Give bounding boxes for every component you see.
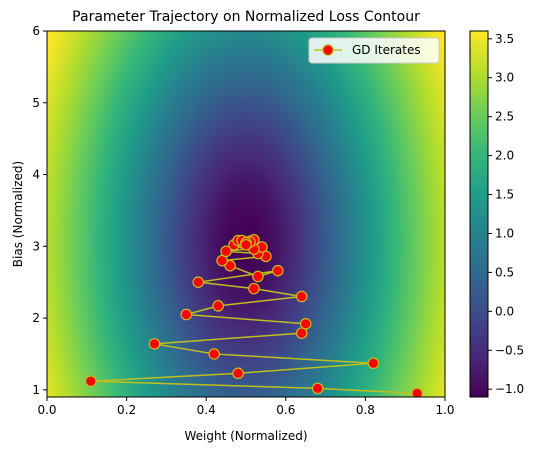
legend-box	[308, 37, 440, 64]
x-axis: 0.0 0.2 0.4 0.6 0.8 1.0	[37, 397, 455, 417]
y-tick-label: 2	[32, 311, 40, 325]
x-tick-label: 0.4	[197, 403, 216, 417]
colorbar-ticks: −1.0 −0.5 0.0 0.5 1.0 1.5 2.0 2.5 3.0 3.5	[488, 32, 524, 396]
x-tick-label: 0.2	[117, 403, 136, 417]
colorbar-tick-label: 0.5	[495, 265, 514, 279]
gd-iterate-point	[295, 290, 308, 303]
trajectory-layer	[84, 234, 423, 397]
x-tick-label: 1.0	[435, 403, 454, 417]
x-tick-label: 0.8	[356, 403, 375, 417]
x-tick-label: 0.6	[276, 403, 295, 417]
plot-area	[46, 30, 446, 398]
legend-marker-swatch	[322, 44, 334, 56]
colorbar: −1.0 −0.5 0.0 0.5 1.0 1.5 2.0 2.5 3.0 3.5	[469, 30, 524, 398]
gd-iterate-point	[212, 300, 224, 312]
loss-contour-heatmap	[47, 31, 445, 397]
colorbar-tick-label: 1.0	[495, 226, 514, 240]
gd-iterate-point	[148, 338, 161, 350]
colorbar-tick-label: −0.5	[495, 343, 524, 357]
legend: GD Iterates	[308, 37, 440, 64]
y-axis: 1 2 3 4 5 6	[32, 24, 47, 397]
gd-iterate-point	[208, 348, 220, 360]
y-tick-label: 6	[32, 24, 40, 38]
y-tick-label: 3	[32, 239, 40, 253]
colorbar-tick-label: 2.5	[495, 110, 514, 124]
colorbar-gradient	[469, 30, 489, 398]
colorbar-tick-label: −1.0	[495, 382, 524, 396]
gd-iterate-point	[299, 317, 312, 330]
gd-iterate-point	[84, 375, 97, 388]
legend-label: GD Iterates	[352, 43, 421, 57]
gd-iterate-point	[272, 264, 284, 277]
gd-iterate-point	[252, 270, 264, 283]
gd-iterate-point	[311, 382, 324, 395]
colorbar-tick-label: 3.5	[495, 32, 514, 46]
gd-iterate-point	[367, 357, 380, 370]
x-tick-label: 0.0	[37, 403, 56, 417]
gd-iterate-point	[248, 282, 260, 295]
x-axis-label: Weight (Normalized)	[184, 429, 307, 443]
y-tick-label: 4	[32, 168, 40, 182]
colorbar-tick-label: 3.0	[495, 71, 514, 85]
gd-iterate-point	[192, 276, 205, 288]
chart-title: Parameter Trajectory on Normalized Loss …	[72, 9, 420, 25]
y-tick-label: 1	[32, 383, 40, 397]
gd-iterate-point	[220, 245, 232, 258]
y-tick-label: 5	[32, 96, 40, 110]
gd-iterate-point	[180, 308, 193, 321]
colorbar-tick-label: 2.0	[495, 149, 514, 163]
colorbar-tick-label: 1.5	[495, 188, 514, 202]
gd-iterate-point	[240, 239, 252, 251]
y-axis-label: Bias (Normalized)	[11, 161, 25, 267]
gd-iterate-point	[232, 367, 244, 380]
gd-iterate-point	[411, 387, 423, 397]
plot-frame	[46, 30, 446, 398]
colorbar-tick-label: 0.0	[495, 304, 514, 318]
